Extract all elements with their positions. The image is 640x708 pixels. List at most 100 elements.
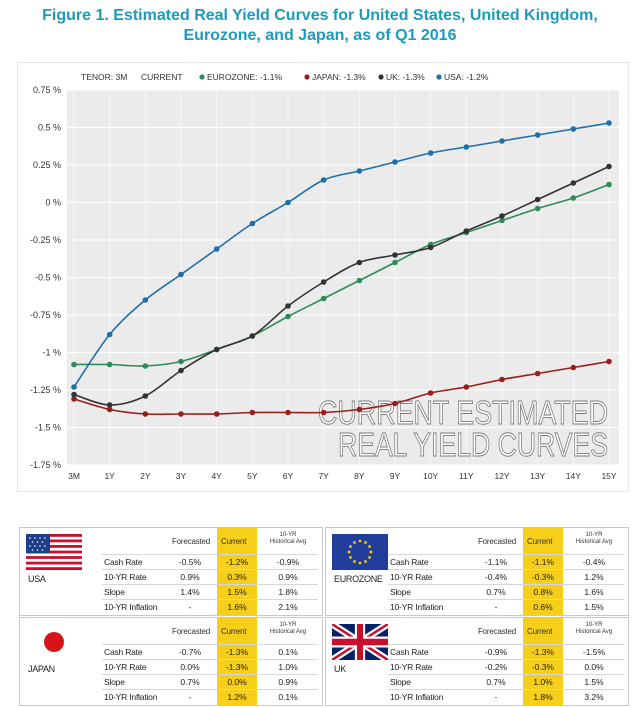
series-line-usa xyxy=(73,122,610,388)
header-forecasted: Forecasted xyxy=(172,537,211,546)
row-divider xyxy=(388,584,624,585)
usa-cash-historical: -0.9% xyxy=(276,557,300,567)
data-point-eurozone xyxy=(392,259,398,266)
row-label-slope: Slope xyxy=(390,587,411,597)
data-point-usa xyxy=(142,297,149,303)
data-point-japan xyxy=(570,364,577,371)
uk-cash-forecasted: -0.9% xyxy=(484,647,508,657)
uk-cash-historical: -1.5% xyxy=(582,647,606,657)
row-divider xyxy=(388,689,624,690)
header-historical: 10-YR Historical Avg xyxy=(566,622,622,636)
row-divider xyxy=(102,599,318,600)
data-point-uk xyxy=(356,259,363,266)
japan-flag-icon xyxy=(26,624,82,660)
chart-container: 0.75 % 0.5 % 0.25 % 0 % -0.25 % -0.5 % -0.75 %… xyxy=(16,61,630,493)
legend-eurozone: EUROZONE: -1.1% xyxy=(207,72,283,82)
data-point-japan xyxy=(106,406,113,413)
data-point-usa xyxy=(356,168,363,174)
legend-marker-uk xyxy=(378,74,384,80)
legend-usa: USA: -1.2% xyxy=(444,72,489,82)
header-historical: 10-YR Historical Avg xyxy=(260,622,316,636)
eu-star-icon xyxy=(349,556,352,559)
x-tick-label: 13Y xyxy=(530,471,545,481)
header-historical-line1: 10-YR xyxy=(585,532,603,538)
japan-10yr-forecasted: 0.0% xyxy=(180,662,200,672)
current-column-highlight xyxy=(217,528,257,615)
japan-slope-historical: 0.9% xyxy=(278,677,298,687)
data-point-usa xyxy=(320,177,327,183)
row-divider xyxy=(388,644,624,645)
eurozone-10yr-historical: 1.2% xyxy=(584,572,604,582)
x-tick-label: 10Y xyxy=(423,471,438,481)
eu-star-icon xyxy=(364,541,367,544)
legend-uk: UK: -1.3% xyxy=(386,72,425,82)
data-point-eurozone xyxy=(499,217,505,224)
data-point-eurozone xyxy=(71,361,77,368)
x-tick-label: 14Y xyxy=(566,471,581,481)
data-point-eurozone xyxy=(178,358,184,365)
japan-cash-forecasted: -0.7% xyxy=(178,647,202,657)
data-point-usa xyxy=(570,126,577,132)
data-point-uk xyxy=(71,391,77,398)
x-axis: 3M 1Y 2Y 3Y 4Y 5Y 6Y 7Y 8Y 9Y 10Y 11Y 12Y 13Y 14Y 15Y xyxy=(68,471,617,481)
legend: TENOR: 3M CURRENT EUROZONE: -1.1% JAPAN:… xyxy=(81,72,489,82)
data-point-usa xyxy=(499,138,505,144)
data-point-japan xyxy=(320,409,327,416)
uk-flag-icon xyxy=(332,624,388,660)
header-forecasted: Forecasted xyxy=(478,627,517,636)
x-tick-label: 12Y xyxy=(494,471,509,481)
series-line-uk xyxy=(73,165,610,406)
series-line-eurozone xyxy=(73,183,610,367)
row-label-10yr-inflation: 10-YR Inflation xyxy=(390,692,444,702)
japan-inflation-forecasted: - xyxy=(188,692,192,702)
y-tick-label: 0.75 % xyxy=(33,85,61,95)
data-point-uk xyxy=(606,163,612,170)
row-divider xyxy=(388,569,624,570)
japan-10yr-historical: 1.0% xyxy=(278,662,298,672)
series-uk xyxy=(71,163,612,408)
row-divider xyxy=(102,644,318,645)
usa-cash-current: -1.2% xyxy=(225,557,249,567)
x-tick-label: 2Y xyxy=(140,471,151,481)
eu-star-icon xyxy=(358,561,362,565)
country-name: UK xyxy=(334,664,346,674)
eurozone-slope-forecasted: 0.7% xyxy=(486,587,506,597)
x-tick-label: 9Y xyxy=(390,471,401,481)
usa-10yr-historical: 0.9% xyxy=(278,572,298,582)
eu-star-icon xyxy=(369,550,373,554)
y-tick-label: -0.5 % xyxy=(35,273,61,283)
data-point-eurozone xyxy=(606,181,612,188)
data-point-eurozone xyxy=(320,295,327,302)
header-historical-line1: 10-YR xyxy=(279,532,297,538)
data-point-usa xyxy=(534,132,541,138)
japan-inflation-historical: 0.1% xyxy=(278,692,298,702)
data-point-usa xyxy=(106,331,113,338)
row-label-10yr-inflation: 10-YR Inflation xyxy=(104,602,158,612)
uk-panel: UK Forecasted Current 10-YR Historical Av… xyxy=(325,617,629,706)
usa-cash-forecasted: -0.5% xyxy=(178,557,202,567)
y-tick-label: 0 % xyxy=(45,198,61,208)
x-tick-label: 7Y xyxy=(318,471,329,481)
data-point-usa xyxy=(285,199,291,206)
eurozone-cash-historical: -0.4% xyxy=(582,557,606,567)
row-label-10yr-inflation: 10-YR Inflation xyxy=(104,692,158,702)
uk-slope-historical: 1.5% xyxy=(584,677,604,687)
uk-10yr-forecasted: -0.2% xyxy=(484,662,508,672)
header-current: Current xyxy=(221,537,247,546)
current-column-highlight xyxy=(523,618,563,705)
data-point-usa xyxy=(178,271,184,278)
eu-star-icon xyxy=(353,541,356,544)
header-historical-line1: 10-YR xyxy=(279,622,297,628)
eu-star-icon xyxy=(349,545,352,548)
row-label-cash-rate: Cash Rate xyxy=(104,647,143,657)
country-name: JAPAN xyxy=(28,664,55,674)
legend-current: CURRENT xyxy=(141,72,183,82)
x-tick-label: 3M xyxy=(68,471,80,481)
data-point-japan xyxy=(606,358,612,365)
data-point-usa xyxy=(427,150,434,156)
data-point-japan xyxy=(427,390,434,396)
eurozone-slope-historical: 1.6% xyxy=(584,587,604,597)
header-current: Current xyxy=(527,537,553,546)
data-point-uk xyxy=(534,196,541,203)
row-divider xyxy=(388,674,624,675)
